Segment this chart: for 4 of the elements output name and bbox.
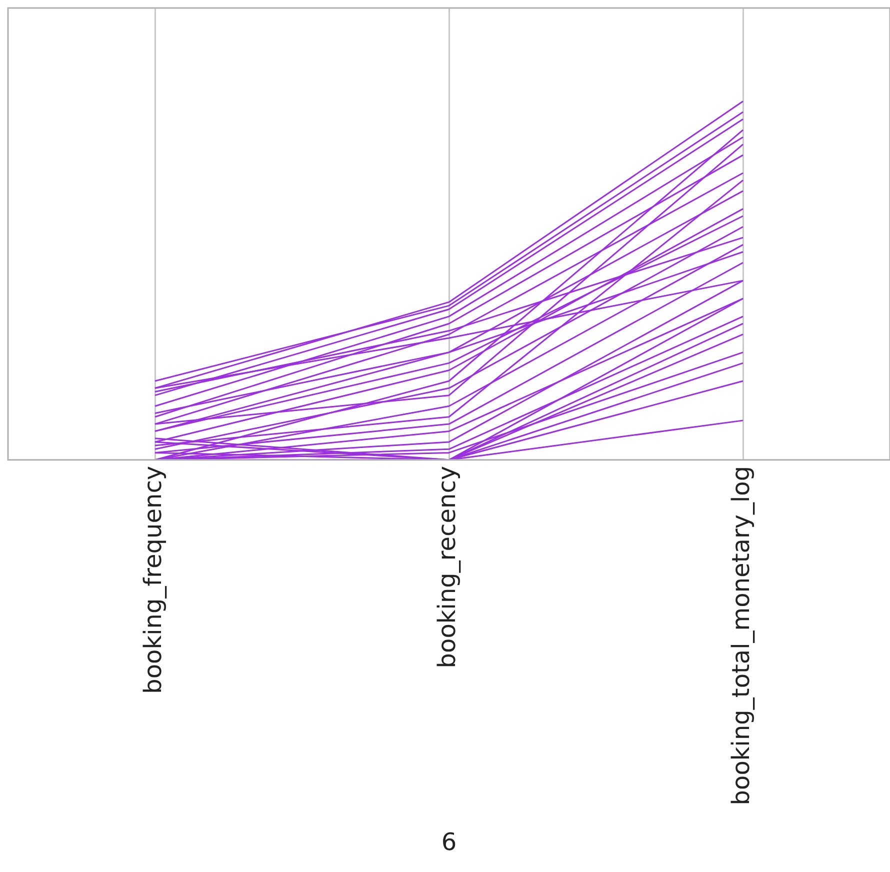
x-tick-label: booking_total_monetary_log [727,466,756,806]
x-tick-label: booking_recency [433,466,462,668]
x-tick-label: booking_frequency [139,466,168,694]
x-axis-title: 6 [441,828,457,856]
